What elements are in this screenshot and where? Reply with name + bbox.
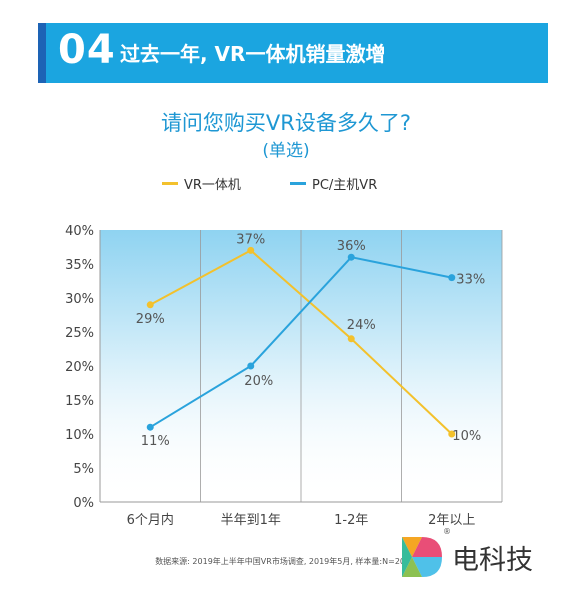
data-point [448,430,456,438]
data-label: 29% [136,312,165,327]
y-tick-label: 0% [73,496,94,511]
y-tick-label: 20% [65,360,94,375]
section-number: 04 [58,27,116,73]
data-point [448,274,456,282]
y-tick-label: 30% [65,292,94,307]
legend-swatch-yellow [162,182,178,185]
x-tick-label: 半年到1年 [221,513,281,528]
data-label: 11% [141,434,170,449]
data-point [247,362,255,370]
y-tick-label: 35% [65,258,94,273]
data-point [347,335,355,343]
data-label: 10% [452,429,481,444]
y-tick-label: 40% [65,224,94,239]
x-tick-label: 6个月内 [127,512,174,528]
legend-swatch-blue [290,182,306,185]
y-tick-label: 25% [65,326,94,341]
data-label: 33% [456,273,485,288]
section-title: 过去一年, VR一体机销量激增 [120,42,386,66]
series-line [149,249,453,435]
data-label: 20% [244,374,273,389]
data-label: 37% [236,232,265,247]
legend-label: PC/主机VR [312,178,378,193]
data-point [347,253,355,261]
y-tick-label: 10% [65,428,94,443]
series-line [149,256,452,429]
data-point [247,246,255,254]
data-point [146,301,154,309]
legend-item-vr-all-in-one: VR一体机 [162,174,241,193]
data-source-note: 数据来源: 2019年上半年中国VR市场调查, 2019年5月, 样本量:N=2… [155,557,417,566]
y-tick-label: 15% [65,394,94,409]
x-tick-label: 1-2年 [334,513,368,528]
logo-text: 电科技 [452,545,533,576]
y-tick-label: 5% [73,462,94,477]
logo-icon [402,537,442,577]
data-label: 36% [337,239,366,254]
data-point [146,423,154,431]
header-accent-bar [38,23,46,83]
question-subtitle: (单选) [262,141,310,161]
x-tick-label: 2年以上 [428,513,475,528]
section-header [38,23,548,83]
registered-mark: ® [443,527,451,536]
legend-label: VR一体机 [184,178,241,193]
legend-item-pc-vr: PC/主机VR [290,174,377,193]
data-label: 24% [347,318,376,333]
question-title: 请问您购买VR设备多久了? [160,111,412,135]
